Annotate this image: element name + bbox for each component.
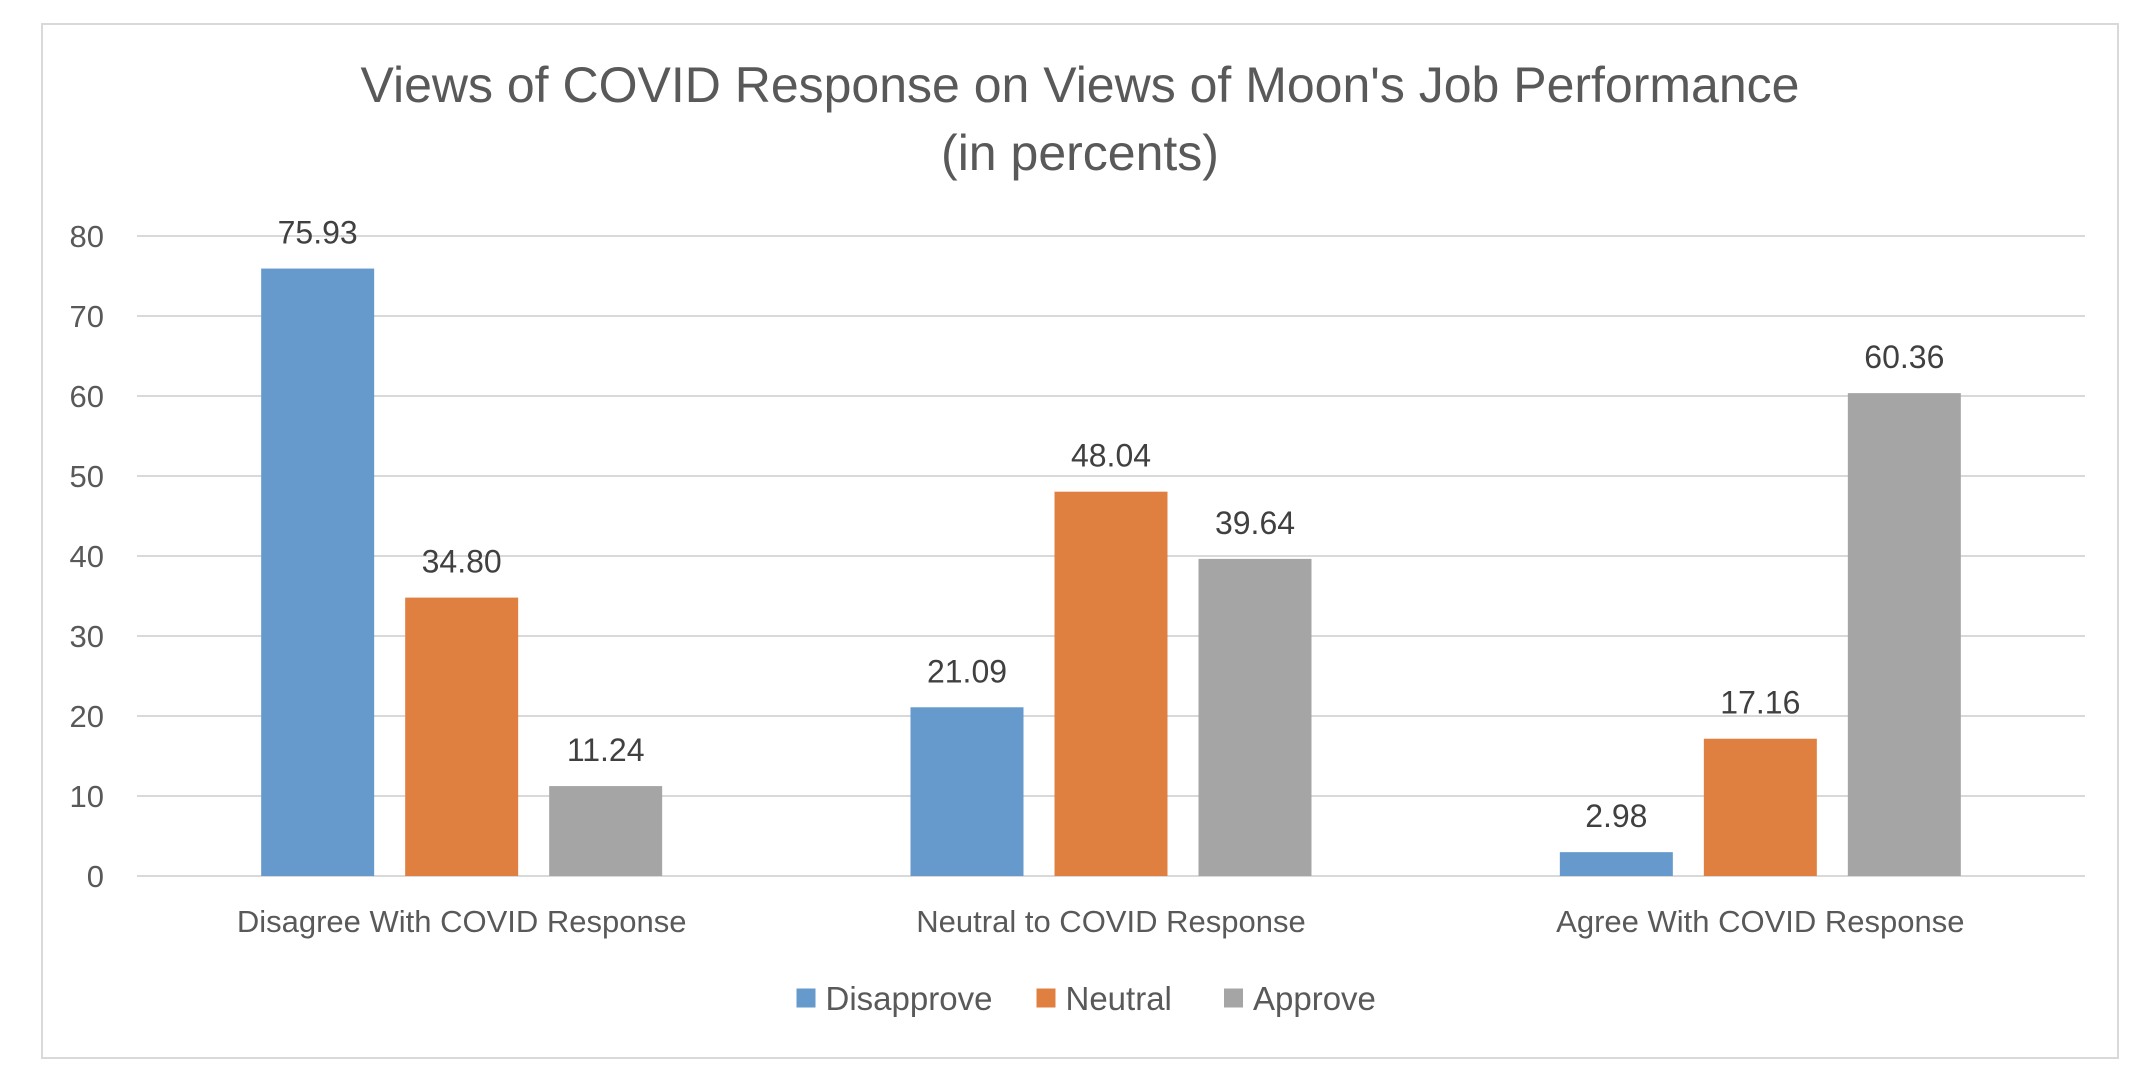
legend-item-disapprove: Disapprove	[796, 980, 993, 1017]
bar-approve-2	[1198, 558, 1312, 876]
bar-disapprove-2	[910, 707, 1024, 876]
chart-title: Views of COVID Response on Views of Moon…	[361, 57, 1800, 113]
y-tick-label: 40	[70, 539, 104, 574]
bar-approve-3	[1847, 393, 1961, 876]
data-label: 75.93	[278, 215, 358, 251]
y-tick-label: 60	[70, 379, 104, 414]
data-label: 17.16	[1720, 685, 1800, 721]
data-label: 60.36	[1864, 339, 1944, 375]
y-tick-label: 0	[87, 859, 104, 894]
legend-label: Disapprove	[826, 980, 993, 1017]
bar-neutral-1	[405, 597, 519, 876]
bar-disapprove-1	[261, 268, 375, 876]
y-tick-label: 70	[70, 299, 104, 334]
bar-neutral-3	[1703, 738, 1817, 876]
legend-item-neutral: Neutral	[1036, 980, 1172, 1017]
chart-subtitle: (in percents)	[941, 125, 1219, 181]
legend-swatch	[796, 988, 816, 1008]
y-tick-label: 10	[70, 779, 104, 814]
category-label: Disagree With COVID Response	[237, 904, 687, 939]
data-label: 11.24	[567, 732, 645, 768]
bar-neutral-2	[1054, 491, 1168, 876]
data-label: 34.80	[422, 544, 502, 580]
data-label: 48.04	[1071, 438, 1151, 474]
y-tick-label: 30	[70, 619, 104, 654]
legend-item-approve: Approve	[1224, 980, 1376, 1017]
bar-approve-1	[549, 786, 663, 876]
y-tick-label: 50	[70, 459, 104, 494]
y-tick-label: 20	[70, 699, 104, 734]
legend-swatch	[1036, 988, 1056, 1008]
data-label: 21.09	[927, 653, 1007, 689]
category-label: Agree With COVID Response	[1556, 904, 1964, 939]
legend-swatch	[1224, 988, 1243, 1008]
bar-disapprove-3	[1559, 852, 1673, 876]
legend-label: Approve	[1253, 980, 1376, 1017]
data-label: 2.98	[1585, 798, 1647, 834]
y-tick-label: 80	[70, 219, 104, 254]
legend-label: Neutral	[1066, 980, 1172, 1017]
category-label: Neutral to COVID Response	[916, 904, 1305, 939]
data-label: 39.64	[1215, 505, 1295, 541]
